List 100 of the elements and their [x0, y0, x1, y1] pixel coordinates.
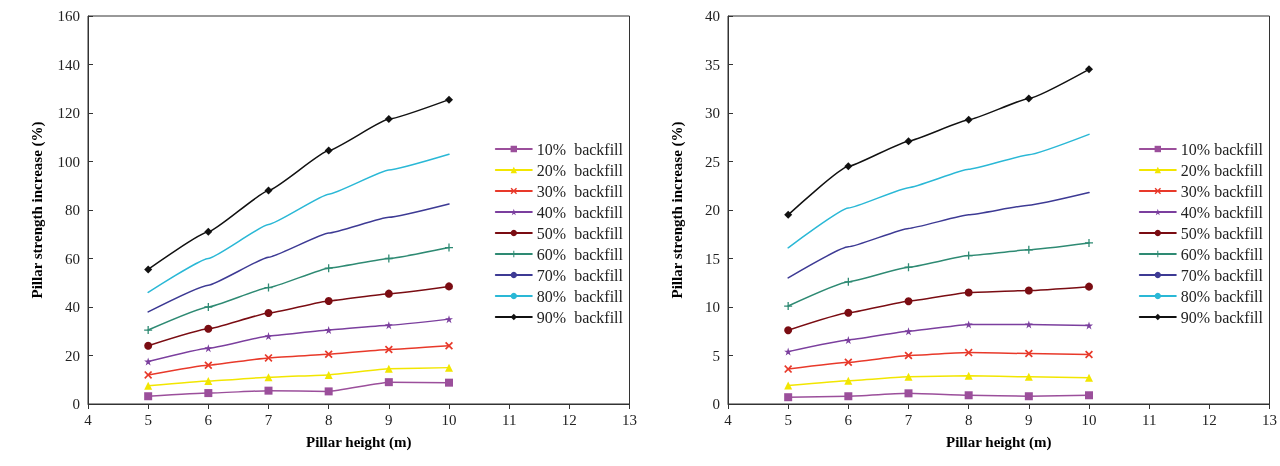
- point: [784, 365, 793, 374]
- x-tick-label: 11: [501, 411, 517, 428]
- point: [1024, 372, 1033, 381]
- y-tick-label: 30: [705, 105, 720, 121]
- point: [784, 347, 793, 356]
- legend-label: 90% backfill: [536, 308, 624, 326]
- point: [784, 381, 793, 390]
- point: [204, 344, 213, 353]
- point: [904, 137, 913, 146]
- point: [144, 381, 153, 390]
- x-tick-label: 9: [385, 411, 393, 428]
- legend-label: 80% backfill: [536, 287, 624, 305]
- point: [844, 358, 853, 367]
- y-tick-label: 0: [712, 396, 720, 412]
- x-tick-label: 6: [204, 411, 213, 428]
- point: [784, 302, 793, 311]
- point: [264, 186, 273, 195]
- point: [324, 387, 333, 396]
- point: [844, 376, 853, 385]
- legend-label: 60% backfill: [1180, 245, 1264, 263]
- point: [844, 392, 853, 401]
- point: [904, 351, 913, 360]
- x-tick-label: 5: [144, 411, 152, 428]
- legend-label: 70% backfill: [1180, 266, 1264, 284]
- x-tick-label: 13: [1262, 411, 1277, 428]
- y-tick-label: 0: [72, 396, 80, 412]
- point: [904, 327, 913, 336]
- y-tick-label: 60: [65, 250, 80, 267]
- point: [384, 364, 393, 373]
- point: [844, 308, 853, 317]
- point: [445, 378, 453, 387]
- y-tick-label: 25: [705, 153, 720, 170]
- x-tick-label: 13: [622, 411, 637, 428]
- point: [1085, 373, 1093, 382]
- point: [144, 326, 153, 335]
- legend-label: 50% backfill: [536, 224, 624, 242]
- point: [844, 162, 853, 171]
- point: [204, 376, 213, 385]
- point: [144, 265, 153, 274]
- point: [964, 288, 973, 297]
- x-axis-title: Pillar height (m): [305, 433, 412, 451]
- line-series: [147, 203, 450, 313]
- point: [204, 324, 213, 333]
- y-tick-label: 20: [705, 202, 720, 218]
- point: [264, 386, 273, 395]
- point: [204, 227, 213, 236]
- legend-label: 10% backfill: [1180, 140, 1264, 158]
- point: [784, 210, 793, 219]
- legend-label: 40% backfill: [536, 203, 624, 221]
- y-axis-title: Pillar strength increase (%): [668, 121, 686, 299]
- y-tick-label: 40: [65, 299, 80, 315]
- point: [384, 321, 393, 330]
- x-tick-label: 4: [724, 411, 733, 428]
- point: [204, 361, 213, 370]
- point: [1024, 392, 1033, 401]
- x-tick-label: 5: [784, 411, 792, 428]
- point: [445, 95, 453, 104]
- legend-label: 40% backfill: [1180, 203, 1264, 221]
- point: [904, 389, 913, 398]
- y-tick-label: 40: [705, 8, 720, 24]
- point: [204, 303, 213, 311]
- x-tick-label: 7: [904, 411, 913, 428]
- point: [264, 309, 273, 318]
- point: [904, 372, 913, 381]
- x-axis-title: Pillar height (m): [945, 433, 1052, 451]
- legend-label: 30% backfill: [536, 182, 624, 200]
- point: [964, 391, 973, 400]
- point: [964, 348, 973, 357]
- y-tick-label: 160: [57, 8, 80, 24]
- y-tick-label: 5: [712, 347, 720, 364]
- y-tick-label: 100: [57, 153, 80, 170]
- point: [324, 326, 333, 335]
- point: [1024, 286, 1033, 295]
- point: [384, 378, 393, 387]
- point: [904, 297, 913, 306]
- legend-label: 90% backfill: [1180, 308, 1264, 326]
- x-tick-label: 12: [561, 411, 577, 428]
- point: [324, 370, 333, 379]
- y-axis-title: Pillar strength increase (%): [28, 121, 46, 299]
- point: [1024, 320, 1033, 329]
- x-tick-label: 12: [1201, 411, 1217, 428]
- x-tick-label: 10: [1081, 411, 1097, 428]
- x-tick-label: 6: [844, 411, 853, 428]
- legend-label: 10% backfill: [536, 140, 624, 158]
- point: [964, 320, 973, 329]
- point: [324, 146, 333, 155]
- point: [445, 282, 453, 291]
- point: [964, 115, 973, 124]
- x-tick-label: 10: [441, 411, 457, 428]
- legend-label: 80% backfill: [1180, 287, 1264, 305]
- legend-label: 20% backfill: [536, 161, 624, 179]
- x-tick-label: 11: [1141, 411, 1157, 428]
- x-tick-label: 9: [1025, 411, 1033, 428]
- x-tick-label: 8: [964, 411, 973, 428]
- legend-label: 30% backfill: [1180, 182, 1264, 200]
- y-tick-label: 20: [65, 347, 80, 364]
- point: [1085, 282, 1093, 291]
- point: [144, 392, 153, 401]
- point: [445, 243, 453, 252]
- point: [784, 393, 793, 402]
